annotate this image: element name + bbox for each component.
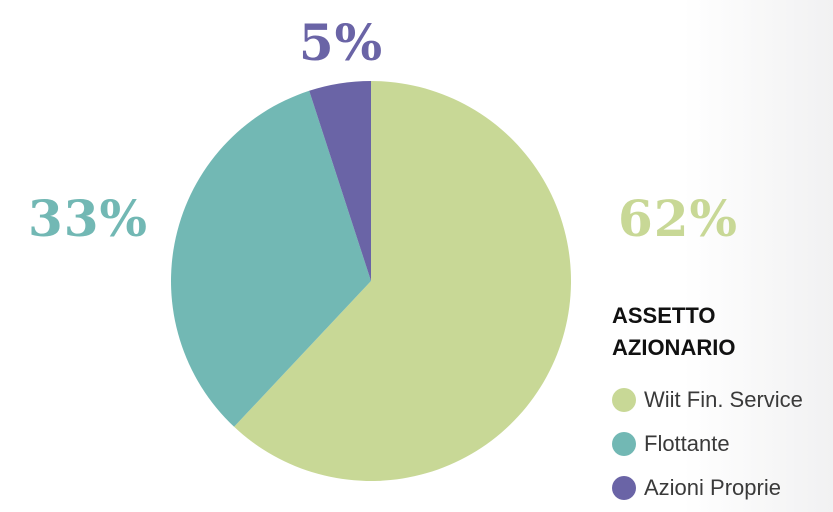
legend-label-azioni-proprie: Azioni Proprie [644, 475, 781, 500]
legend-label-wiit-fin-service: Wiit Fin. Service [644, 387, 803, 412]
legend-swatch-azioni-proprie [612, 476, 636, 500]
legend-swatch-wiit-fin-service [612, 388, 636, 412]
data-label-azioni-proprie: 5% [299, 13, 383, 72]
legend-title-line-2: AZIONARIO [612, 335, 736, 360]
pie-slice-wiit-fin-service [234, 81, 572, 481]
legend: ASSETTO AZIONARIO Wiit Fin. Service Flot… [612, 300, 833, 510]
data-label-wiit-fin-service: 62% [618, 189, 738, 248]
pie-slice-azioni-proprie [309, 81, 371, 281]
legend-item-wiit-fin-service: Wiit Fin. Service [612, 378, 833, 422]
legend-item-azioni-proprie: Azioni Proprie [612, 466, 833, 510]
legend-swatch-flottante [612, 432, 636, 456]
pie-slice-flottante [171, 90, 371, 427]
legend-title-line-1: ASSETTO [612, 303, 716, 328]
legend-label-flottante: Flottante [644, 431, 730, 456]
data-label-flottante: 33% [28, 189, 148, 248]
legend-title: ASSETTO AZIONARIO [612, 300, 833, 364]
legend-item-flottante: Flottante [612, 422, 833, 466]
